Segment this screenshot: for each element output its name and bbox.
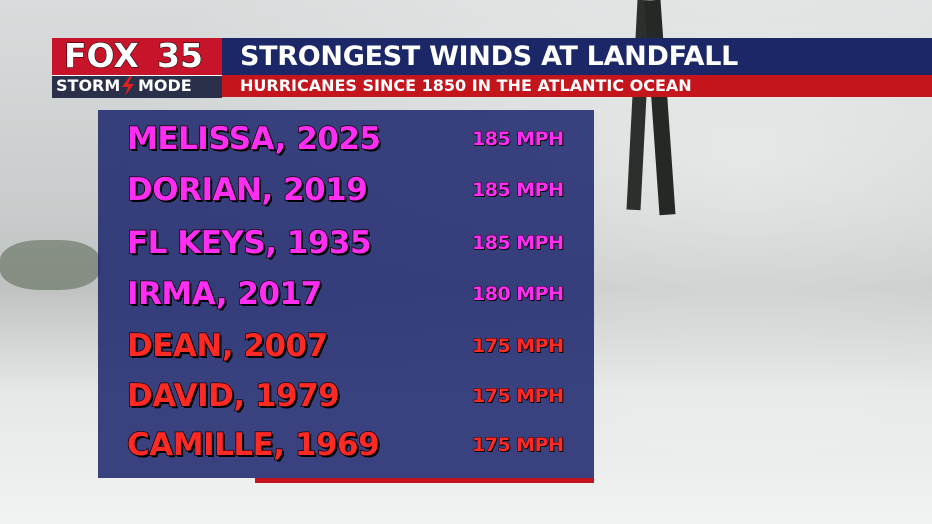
- row-wind: 185 MPH: [472, 128, 565, 151]
- shore: [0, 240, 100, 290]
- row-wind: 175 MPH: [472, 385, 565, 408]
- panel-accent: [255, 478, 594, 483]
- logo-channel: 35: [157, 36, 204, 76]
- row-name: MELISSA, 2025: [126, 120, 381, 158]
- row-name: DORIAN, 2019: [126, 171, 368, 209]
- row-wind: 175 MPH: [472, 335, 565, 358]
- row-name: DAVID, 1979: [126, 377, 340, 415]
- logo-bottom: [52, 75, 222, 98]
- row-name: FL KEYS, 1935: [126, 224, 372, 262]
- logo-mode-left: STORM: [56, 76, 121, 95]
- row-name: IRMA, 2017: [126, 275, 323, 313]
- row-wind: 185 MPH: [472, 232, 565, 255]
- subtitle-bar: [222, 75, 932, 97]
- logo-top: [52, 38, 222, 75]
- logo-mode-right: MODE: [138, 76, 192, 95]
- row-name: CAMILLE, 1969: [126, 426, 380, 464]
- list-panel: [98, 110, 594, 478]
- row-wind: 175 MPH: [472, 434, 565, 457]
- subtitle: HURRICANES SINCE 1850 IN THE ATLANTIC OC…: [240, 76, 692, 95]
- row-wind: 185 MPH: [472, 179, 565, 202]
- lightning-icon: [122, 76, 134, 96]
- row-wind: 180 MPH: [472, 283, 565, 306]
- title: STRONGEST WINDS AT LANDFALL: [240, 41, 739, 72]
- logo-brand: FOX: [64, 36, 140, 76]
- title-bar: [222, 38, 932, 75]
- row-name: DEAN, 2007: [126, 327, 329, 365]
